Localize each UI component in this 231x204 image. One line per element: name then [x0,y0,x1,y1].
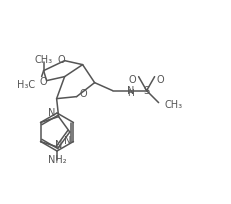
Text: CH₃: CH₃ [164,100,182,110]
Text: CH₃: CH₃ [34,55,52,65]
Text: N: N [126,86,134,96]
Text: N: N [64,136,71,146]
Text: S: S [143,86,149,96]
Text: NH₂: NH₂ [48,155,66,165]
Text: O: O [128,75,136,85]
Text: O: O [156,75,164,85]
Text: N: N [47,108,55,118]
Text: H₃C: H₃C [17,80,36,90]
Text: N: N [55,140,62,150]
Text: O: O [40,77,47,87]
Text: H: H [127,89,134,98]
Text: O: O [58,55,65,65]
Text: O: O [79,89,87,99]
